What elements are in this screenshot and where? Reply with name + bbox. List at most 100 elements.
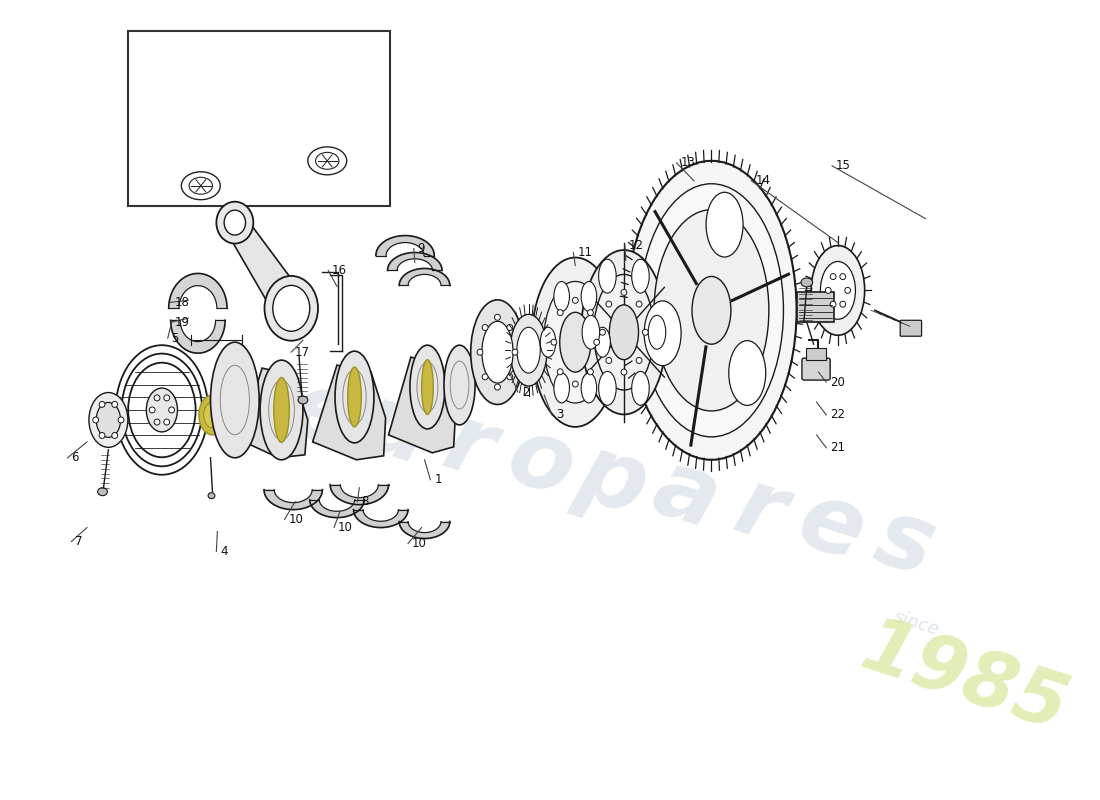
- Text: 18: 18: [175, 296, 189, 309]
- Text: u: u: [349, 378, 441, 486]
- Ellipse shape: [210, 342, 260, 458]
- Ellipse shape: [540, 327, 556, 357]
- Text: p: p: [568, 426, 660, 534]
- Text: 7: 7: [75, 535, 82, 548]
- Text: s: s: [864, 491, 945, 596]
- Ellipse shape: [626, 161, 796, 460]
- Ellipse shape: [421, 360, 433, 414]
- Text: 12: 12: [629, 239, 644, 252]
- Ellipse shape: [598, 259, 616, 293]
- Ellipse shape: [554, 373, 570, 403]
- Circle shape: [118, 417, 124, 423]
- Ellipse shape: [224, 210, 245, 235]
- Ellipse shape: [645, 301, 681, 366]
- Ellipse shape: [274, 378, 289, 442]
- Circle shape: [150, 407, 155, 413]
- Ellipse shape: [199, 395, 227, 435]
- Polygon shape: [312, 365, 386, 460]
- Circle shape: [164, 419, 169, 425]
- Ellipse shape: [560, 312, 591, 372]
- Text: r: r: [723, 461, 795, 562]
- Ellipse shape: [801, 278, 813, 287]
- Circle shape: [92, 417, 99, 423]
- Ellipse shape: [595, 327, 610, 357]
- Ellipse shape: [531, 258, 619, 427]
- Circle shape: [551, 339, 557, 345]
- Ellipse shape: [609, 305, 638, 360]
- Polygon shape: [376, 235, 435, 255]
- Circle shape: [558, 369, 563, 374]
- Ellipse shape: [471, 300, 525, 405]
- Polygon shape: [399, 269, 450, 286]
- Polygon shape: [399, 522, 450, 538]
- Ellipse shape: [582, 315, 600, 349]
- Ellipse shape: [96, 402, 121, 438]
- Ellipse shape: [581, 250, 667, 414]
- Circle shape: [594, 339, 600, 345]
- Polygon shape: [388, 357, 455, 453]
- Text: 1985: 1985: [851, 611, 1077, 747]
- Text: e: e: [786, 474, 877, 582]
- Ellipse shape: [217, 202, 253, 243]
- Ellipse shape: [581, 282, 596, 311]
- Text: a: a: [641, 442, 730, 550]
- Circle shape: [112, 402, 118, 407]
- Polygon shape: [387, 253, 442, 270]
- Circle shape: [572, 381, 579, 387]
- Circle shape: [830, 274, 836, 279]
- Polygon shape: [264, 490, 322, 510]
- Circle shape: [606, 358, 612, 363]
- Text: 6: 6: [72, 451, 79, 464]
- FancyBboxPatch shape: [802, 358, 830, 380]
- Circle shape: [587, 369, 593, 374]
- Circle shape: [507, 374, 513, 380]
- Polygon shape: [226, 216, 306, 318]
- Circle shape: [482, 374, 488, 380]
- Ellipse shape: [554, 282, 570, 311]
- Circle shape: [587, 310, 593, 315]
- Circle shape: [112, 433, 118, 438]
- Polygon shape: [353, 510, 408, 527]
- Text: 17: 17: [295, 346, 310, 358]
- Text: 2: 2: [521, 386, 529, 398]
- Circle shape: [154, 395, 160, 401]
- Circle shape: [99, 433, 104, 438]
- Ellipse shape: [581, 373, 596, 403]
- Polygon shape: [310, 500, 364, 518]
- Text: o: o: [496, 410, 585, 518]
- Text: 3: 3: [556, 409, 563, 422]
- Ellipse shape: [89, 393, 128, 447]
- Ellipse shape: [208, 493, 214, 498]
- Circle shape: [572, 298, 579, 303]
- Ellipse shape: [654, 210, 769, 411]
- Ellipse shape: [273, 286, 310, 331]
- Ellipse shape: [648, 315, 666, 349]
- FancyBboxPatch shape: [900, 320, 922, 336]
- Circle shape: [99, 402, 104, 407]
- Circle shape: [482, 325, 488, 330]
- Ellipse shape: [594, 274, 654, 390]
- Ellipse shape: [482, 322, 513, 383]
- Ellipse shape: [706, 192, 743, 257]
- Ellipse shape: [811, 246, 865, 335]
- Ellipse shape: [692, 277, 730, 344]
- Circle shape: [600, 330, 605, 335]
- Ellipse shape: [444, 345, 475, 425]
- Circle shape: [154, 419, 160, 425]
- Ellipse shape: [260, 360, 302, 460]
- Ellipse shape: [510, 314, 547, 386]
- Text: 22: 22: [830, 409, 845, 422]
- Circle shape: [495, 384, 500, 390]
- Text: 5: 5: [172, 332, 179, 345]
- Polygon shape: [330, 485, 388, 505]
- Ellipse shape: [264, 276, 318, 341]
- Ellipse shape: [517, 327, 540, 373]
- Circle shape: [825, 287, 832, 294]
- Circle shape: [621, 369, 627, 375]
- Ellipse shape: [298, 396, 308, 404]
- Ellipse shape: [348, 367, 361, 427]
- Text: 1: 1: [434, 474, 442, 486]
- Circle shape: [513, 349, 518, 355]
- Circle shape: [164, 395, 169, 401]
- Ellipse shape: [410, 345, 444, 429]
